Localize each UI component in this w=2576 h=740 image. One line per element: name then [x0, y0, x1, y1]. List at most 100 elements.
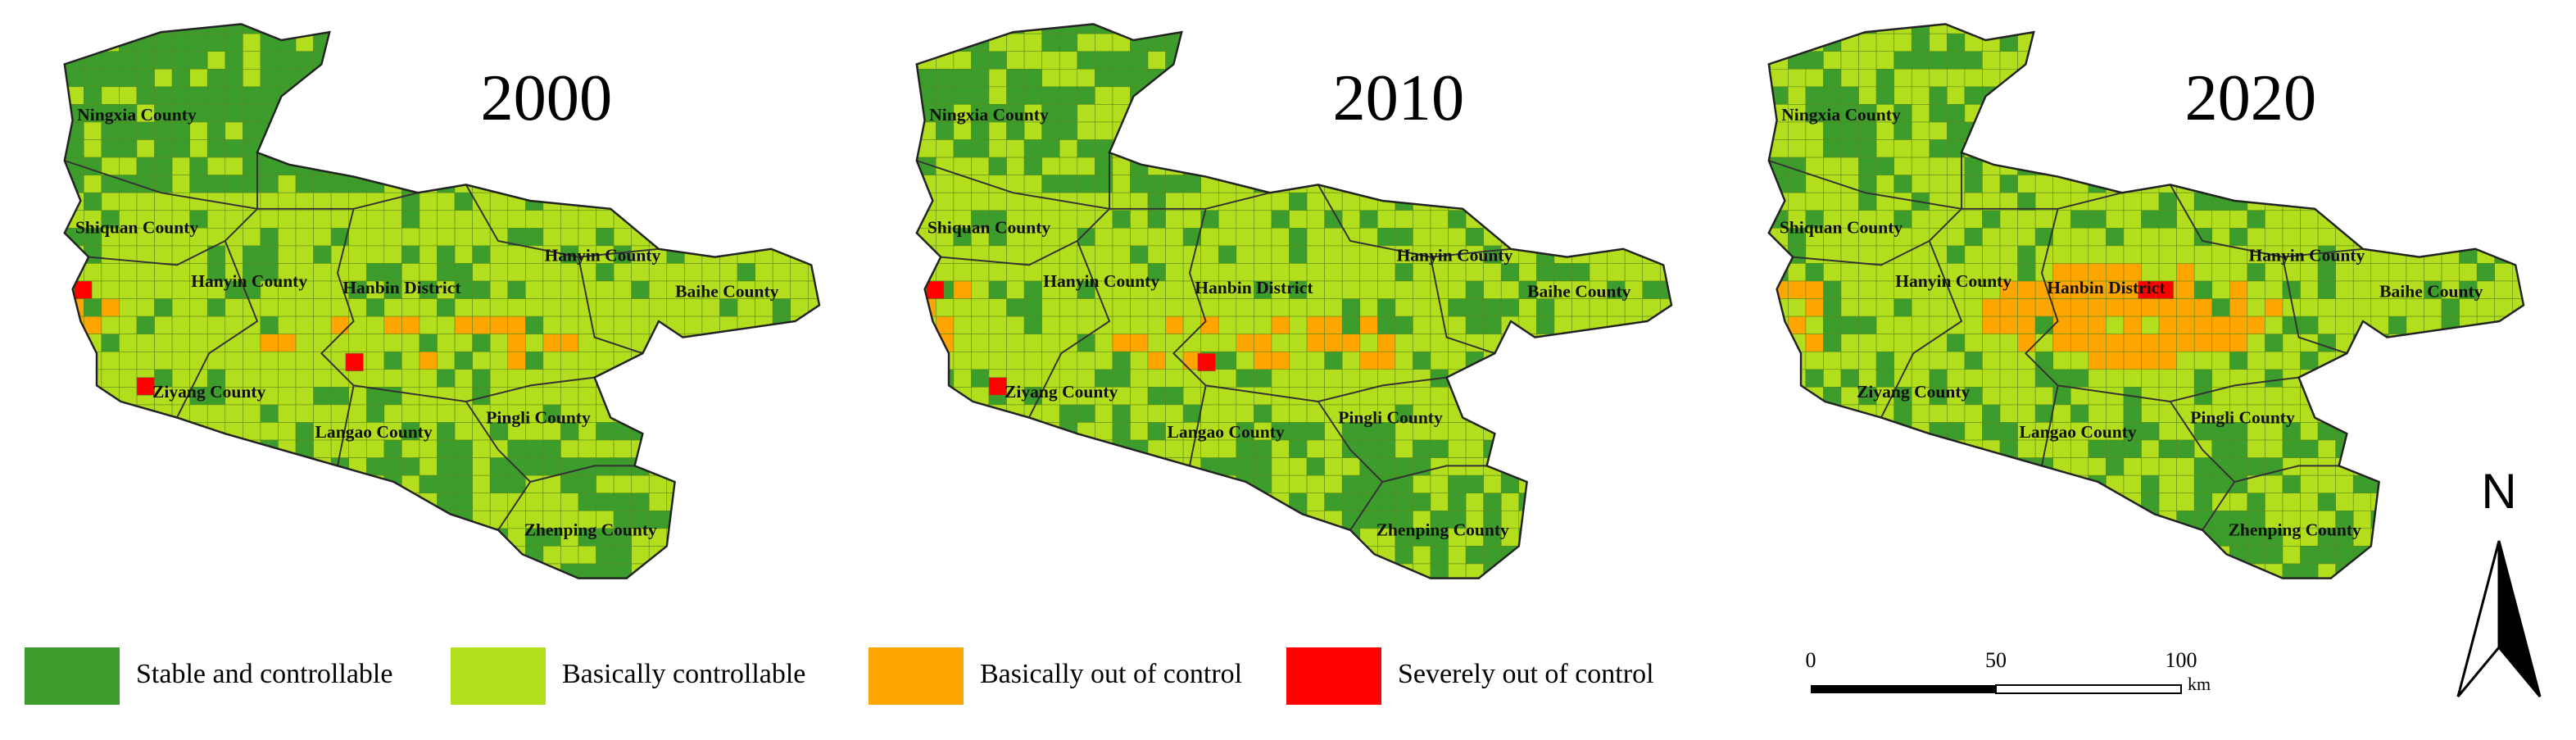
grid-cell [2441, 24, 2460, 34]
grid-cell [2441, 439, 2460, 458]
grid-cell [1624, 369, 1644, 388]
grid-cell [365, 245, 385, 264]
grid-cell [64, 175, 67, 193]
grid-cell [472, 157, 491, 175]
grid-cell [383, 33, 402, 52]
grid-cell [1218, 563, 1237, 579]
grid-cell [2476, 175, 2496, 193]
grid-cell [1841, 582, 1859, 600]
grid-cell [1518, 139, 1537, 158]
grid-cell [1999, 210, 2018, 229]
grid-cell [206, 546, 226, 565]
grid-cell [1589, 510, 1608, 529]
grid-cell [2352, 86, 2372, 105]
grid-cell [1430, 280, 1449, 299]
grid-cell [2034, 298, 2054, 317]
grid-cell [84, 334, 102, 352]
grid-cell [525, 298, 544, 317]
grid-cell [136, 86, 155, 105]
grid-cell [2123, 68, 2142, 88]
grid-cell [2193, 563, 2213, 579]
grid-cell [936, 528, 955, 547]
grid-cell [171, 510, 190, 529]
grid-cell [953, 563, 972, 579]
grid-cell [648, 24, 668, 34]
grid-cell [807, 351, 820, 370]
grid-cell [1059, 528, 1078, 547]
grid-cell [472, 139, 491, 158]
grid-cell [684, 387, 703, 406]
grid-cell [1840, 528, 1859, 547]
grid-cell [1077, 298, 1095, 317]
grid-cell [1147, 493, 1166, 511]
grid-cell [1788, 404, 1807, 423]
grid-cell [648, 210, 668, 229]
grid-cell [2352, 387, 2372, 406]
grid-cell [489, 139, 509, 158]
grid-cell [2052, 563, 2071, 579]
grid-cell [2406, 510, 2424, 529]
grid-cell [1553, 298, 1572, 317]
grid-cell [1589, 369, 1608, 388]
grid-cell [1823, 263, 1842, 282]
grid-cell [437, 351, 456, 370]
grid-cell [918, 474, 937, 494]
grid-cell [953, 404, 972, 423]
grid-cell [648, 422, 668, 441]
grid-cell [1359, 316, 1378, 334]
grid-cell [542, 439, 561, 458]
grid-cell [171, 157, 190, 175]
grid-cell [560, 24, 579, 34]
grid-cell [1341, 33, 1361, 52]
grid-cell [971, 493, 990, 511]
grid-cell [1306, 528, 1325, 547]
grid-cell [2370, 68, 2389, 88]
grid-cell [2511, 33, 2524, 52]
grid-cell [2424, 457, 2442, 476]
grid-cell [1982, 33, 2001, 52]
grid-cell [1624, 210, 1644, 229]
grid-cell [2530, 405, 2548, 423]
grid-cell [936, 563, 955, 579]
grid-cell [772, 546, 791, 565]
grid-cell [84, 474, 102, 494]
grid-cell [2352, 210, 2372, 229]
grid-cell [1805, 316, 1824, 334]
grid-cell [437, 104, 456, 123]
grid-cell [1147, 210, 1166, 229]
grid-cell [383, 24, 402, 34]
grid-cell [472, 334, 491, 352]
grid-cell [1553, 439, 1572, 458]
grid-cell [578, 334, 596, 352]
grid-cell [1589, 139, 1608, 158]
grid-cell [1553, 387, 1572, 406]
grid-cell [1805, 245, 1824, 264]
grid-cell [2070, 582, 2088, 600]
grid-cell [1236, 457, 1254, 476]
grid-cell [1236, 493, 1254, 511]
grid-cell [988, 546, 1007, 565]
grid-cell [1077, 157, 1095, 175]
grid-cell [489, 245, 509, 264]
grid-cell [2018, 582, 2036, 600]
grid-cell [2317, 546, 2336, 565]
grid-cell [2158, 334, 2177, 352]
grid-cell [2088, 510, 2107, 529]
grid-cell [826, 387, 844, 405]
grid-cell [772, 563, 791, 579]
grid-cell [2070, 563, 2089, 579]
grid-cell [206, 298, 226, 317]
grid-cell [2424, 439, 2442, 458]
grid-cell [489, 546, 509, 565]
grid-cell [278, 351, 297, 370]
grid-cell [971, 474, 990, 494]
grid-cell [401, 439, 420, 458]
grid-cell [1999, 510, 2018, 529]
grid-cell [2494, 210, 2513, 229]
grid-cell [489, 280, 509, 299]
grid-cell [2034, 316, 2054, 334]
grid-cell [154, 280, 173, 299]
grid-cell [2441, 68, 2460, 88]
grid-cell [171, 86, 190, 105]
grid-cell [1341, 474, 1361, 494]
